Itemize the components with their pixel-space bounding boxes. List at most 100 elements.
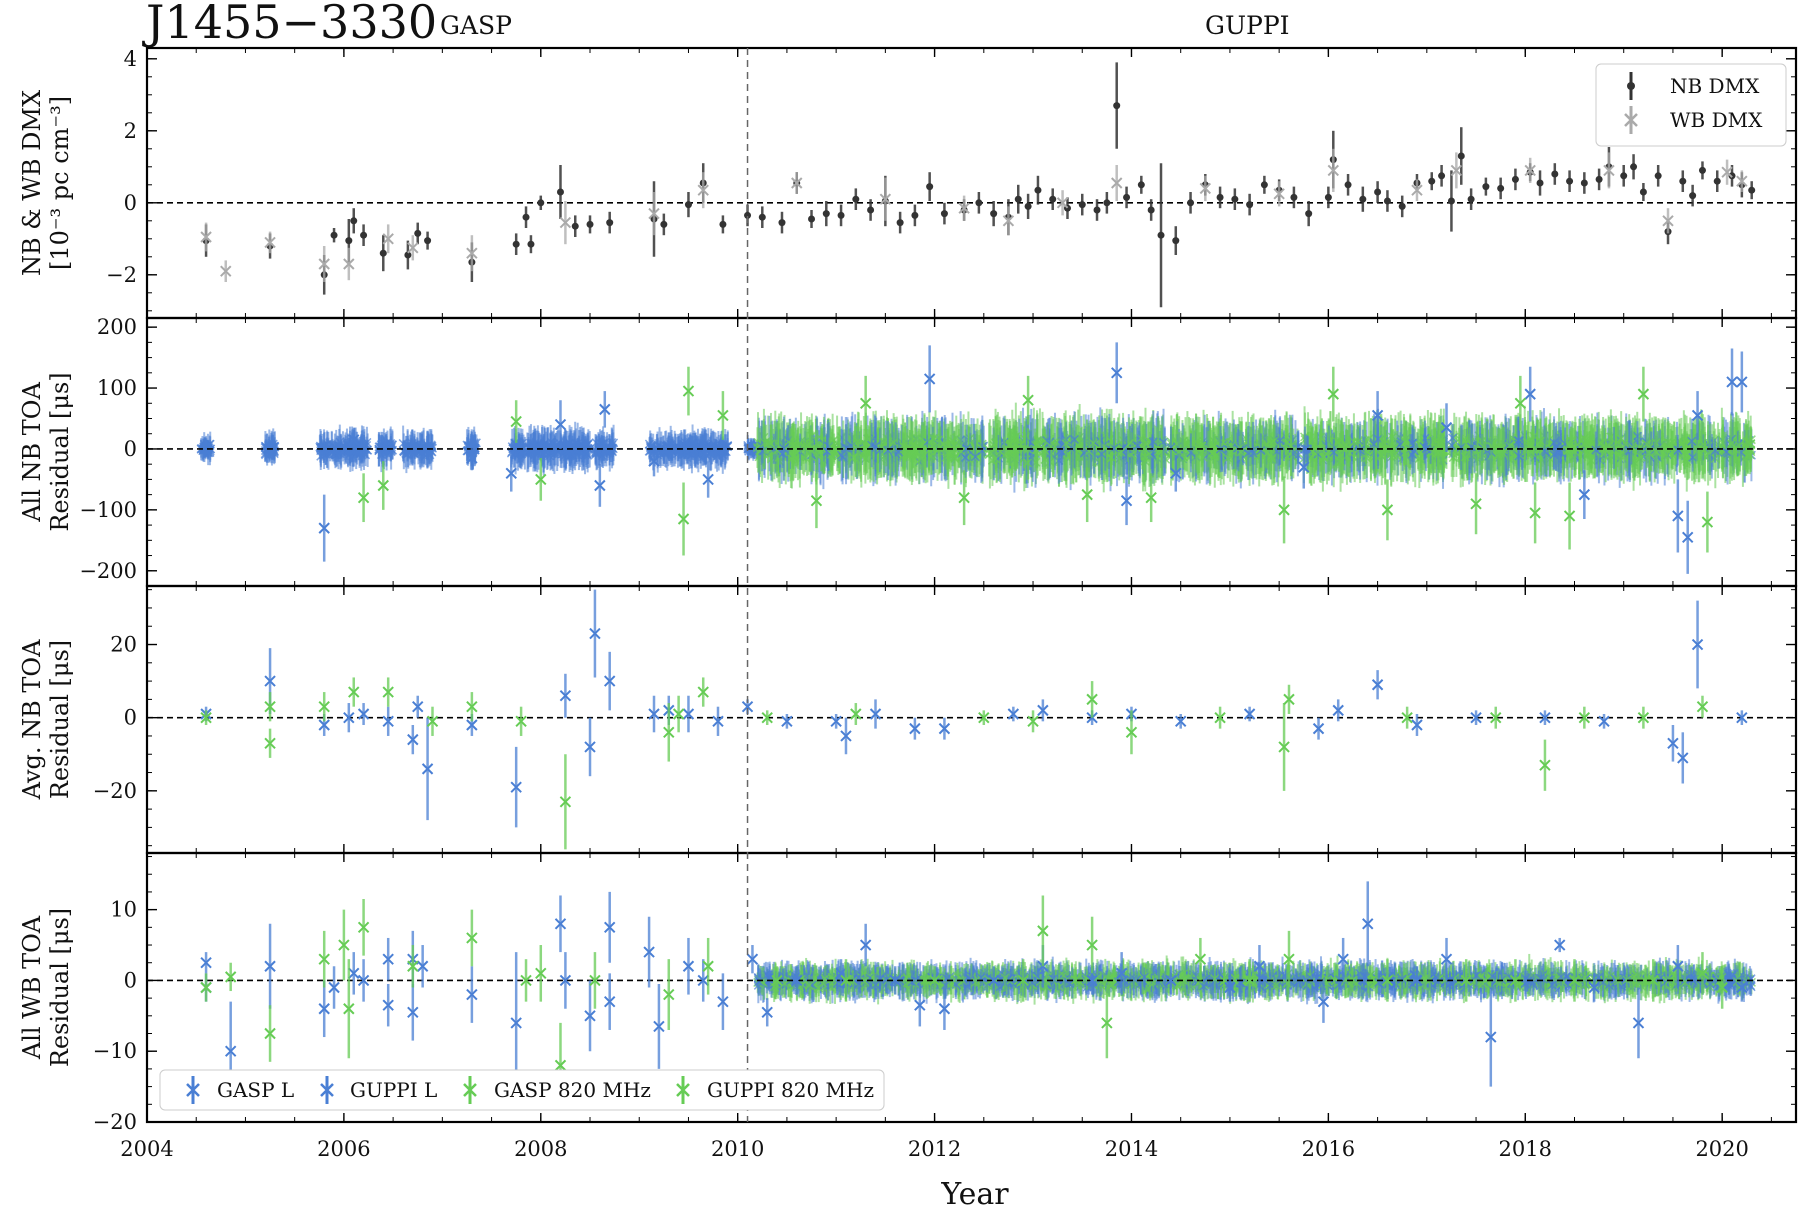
nb-dmx-point bbox=[424, 237, 432, 245]
nb-dmx-point bbox=[1231, 195, 1239, 203]
nb-dmx-point bbox=[379, 249, 387, 257]
nb-dmx-point bbox=[1344, 181, 1352, 189]
nb-dmx-point bbox=[1698, 166, 1706, 174]
nb-dmx-point bbox=[852, 195, 860, 203]
cluster-marker bbox=[600, 445, 610, 455]
cluster-marker bbox=[676, 443, 686, 453]
y-tick-label: 4 bbox=[124, 47, 137, 71]
nb-dmx-point bbox=[1595, 175, 1603, 183]
wb-dmx-point bbox=[407, 242, 419, 254]
nb-dmx-point bbox=[512, 240, 520, 248]
nb-dmx-point bbox=[822, 210, 830, 218]
nb-dmx-point bbox=[522, 213, 530, 221]
nb-dmx-point bbox=[1137, 181, 1145, 189]
y-tick-label: 2 bbox=[124, 119, 137, 143]
y-axis-label-line2: [10⁻³ pc cm⁻³] bbox=[46, 96, 74, 270]
wb-dmx-point bbox=[1662, 215, 1674, 227]
nb-dmx-point bbox=[1639, 188, 1647, 196]
wb-dmx-point bbox=[220, 265, 232, 277]
figure-title: J1455−3330 bbox=[142, 0, 437, 49]
wb-dmx-point bbox=[958, 202, 970, 214]
nb-dmx-point bbox=[1123, 193, 1131, 201]
nb-dmx-point bbox=[1305, 210, 1313, 218]
nb-dmx-point bbox=[1383, 197, 1391, 205]
nb-dmx-point bbox=[1620, 172, 1628, 180]
nb-dmx-point bbox=[350, 217, 358, 225]
cluster-marker bbox=[706, 448, 716, 458]
cluster-marker bbox=[565, 446, 575, 456]
wb-dmx-point bbox=[382, 233, 394, 245]
wb-dmx-point bbox=[648, 207, 660, 220]
nb-dmx-point bbox=[778, 219, 786, 227]
panel-plot-area bbox=[147, 62, 1796, 308]
y-axis-label: NB & WB DMX[10⁻³ pc cm⁻³] bbox=[18, 90, 74, 276]
nb-dmx-point bbox=[975, 199, 983, 207]
cluster-marker bbox=[422, 445, 432, 455]
y-tick-label: −2 bbox=[106, 263, 137, 287]
nb-dmx-point bbox=[1078, 201, 1086, 209]
wb-dmx-point bbox=[264, 236, 276, 249]
nb-dmx-point bbox=[1359, 195, 1367, 203]
backend-label-guppi: GUPPI bbox=[1205, 11, 1290, 40]
wb-dmx-point bbox=[697, 184, 709, 196]
cluster-marker bbox=[662, 449, 672, 459]
nb-dmx-point bbox=[1497, 184, 1505, 192]
wb-dmx-point bbox=[559, 216, 572, 229]
nb-dmx-point bbox=[1246, 201, 1254, 209]
wb-dmx-point bbox=[1524, 164, 1536, 177]
wb-dmx-point bbox=[1273, 188, 1285, 200]
nb-dmx-point bbox=[330, 231, 338, 239]
panel-frame bbox=[145, 46, 1798, 320]
nb-dmx-point bbox=[1566, 177, 1574, 185]
nb-dmx-point bbox=[1713, 177, 1721, 185]
nb-dmx-point bbox=[556, 188, 564, 196]
cluster-marker bbox=[673, 449, 683, 459]
nb-dmx-point bbox=[719, 220, 727, 228]
nb-dmx-point bbox=[1024, 202, 1032, 210]
nb-dmx-point bbox=[684, 201, 692, 209]
nb-dmx-point bbox=[1290, 193, 1298, 201]
wb-dmx-point bbox=[1111, 177, 1123, 189]
panel-dmx: −2 0 2 4 NB & WB DMX[10⁻³ pc cm⁻³] bbox=[18, 46, 1798, 320]
nb-dmx-point bbox=[926, 183, 934, 191]
nb-dmx-point bbox=[1511, 175, 1519, 183]
cluster-marker bbox=[413, 439, 423, 449]
wb-dmx-point bbox=[1056, 197, 1069, 209]
nb-dmx-point bbox=[1103, 199, 1111, 207]
cluster-marker bbox=[701, 442, 711, 452]
wb-dmx-point bbox=[1736, 175, 1748, 187]
cluster-marker bbox=[526, 445, 536, 455]
wb-dmx-point bbox=[1721, 166, 1733, 178]
backend-label-gasp: GASP bbox=[440, 11, 512, 40]
nb-dmx-point bbox=[940, 210, 948, 218]
nb-dmx-point bbox=[758, 213, 766, 221]
panel-plot-area bbox=[147, 342, 1796, 574]
nb-dmx-point bbox=[1113, 102, 1121, 110]
nb-dmx-point bbox=[1689, 192, 1697, 200]
nb-dmx-point bbox=[414, 229, 422, 237]
nb-dmx-point bbox=[1187, 199, 1195, 207]
nb-dmx-point bbox=[660, 220, 668, 228]
cluster-marker bbox=[517, 443, 527, 453]
nb-dmx-point bbox=[1482, 183, 1490, 191]
cluster-marker bbox=[690, 443, 700, 453]
wb-dmx-point bbox=[343, 258, 355, 270]
wb-dmx-point bbox=[1603, 164, 1615, 177]
y-axis-label-line1: NB & WB DMX bbox=[18, 90, 46, 276]
nb-dmx-point bbox=[1216, 193, 1224, 201]
nb-dmx-point bbox=[1172, 237, 1180, 245]
wb-dmx-point bbox=[1411, 184, 1423, 196]
cluster-marker bbox=[328, 445, 338, 455]
wb-dmx-point bbox=[200, 231, 212, 243]
cluster-marker bbox=[593, 445, 603, 455]
wb-dmx-point bbox=[1199, 182, 1212, 195]
nb-dmx-point bbox=[837, 211, 845, 219]
wb-dmx-point bbox=[466, 247, 478, 259]
nb-dmx-point bbox=[1093, 206, 1101, 214]
nb-dmx-point bbox=[808, 215, 816, 223]
cluster-marker bbox=[198, 445, 208, 455]
nb-dmx-point bbox=[896, 219, 904, 227]
cluster-marker bbox=[511, 450, 521, 460]
